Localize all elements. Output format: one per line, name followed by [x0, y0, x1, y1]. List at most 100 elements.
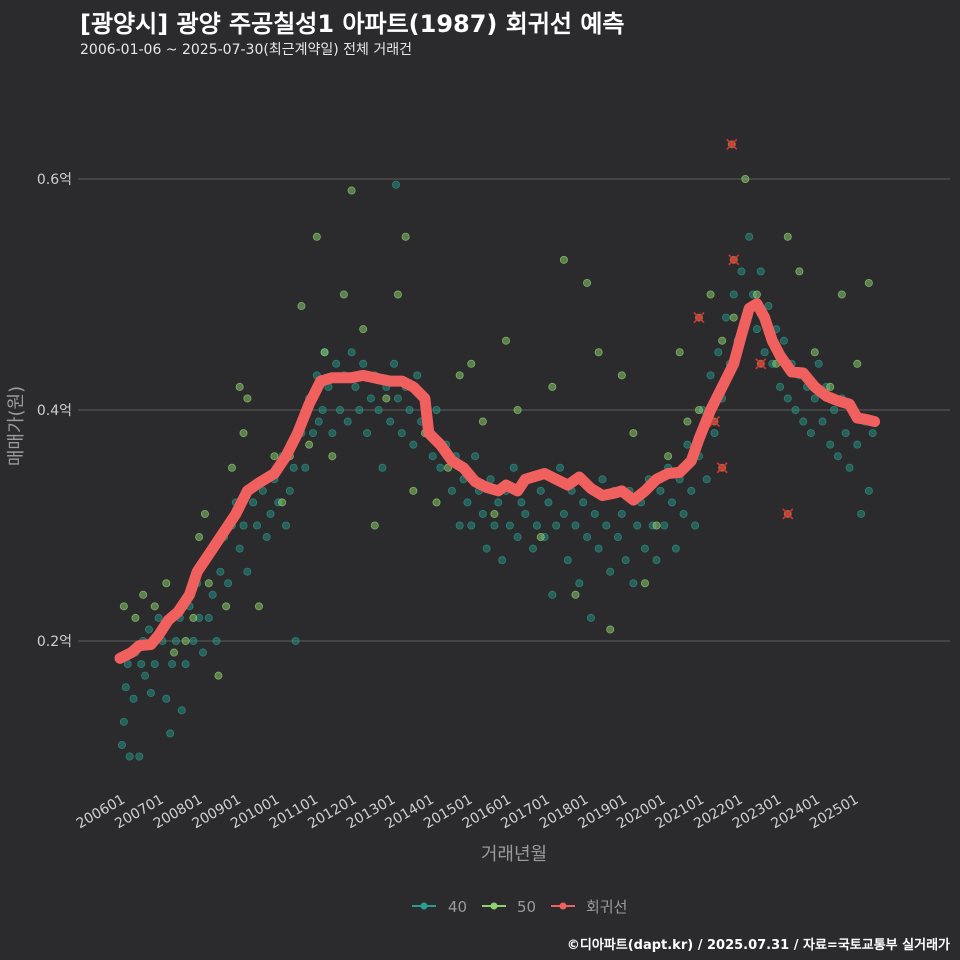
point-40 — [366, 394, 375, 403]
point-40 — [660, 521, 669, 530]
point-50 — [278, 498, 287, 507]
point-40 — [810, 394, 819, 403]
source-footer: ©디아파트(dapt.kr) / 2025.07.31 / 자료=국토교통부 실… — [566, 938, 950, 953]
point-40 — [121, 683, 130, 692]
point-40 — [764, 302, 773, 311]
point-40 — [253, 521, 262, 530]
point-40 — [714, 348, 723, 357]
point-40 — [393, 394, 402, 403]
point-40 — [285, 486, 294, 495]
point-50 — [162, 579, 171, 588]
point-50 — [235, 382, 244, 391]
point-40 — [436, 463, 445, 472]
point-40 — [235, 544, 244, 553]
point-40 — [868, 429, 877, 438]
point-40 — [262, 533, 271, 542]
point-40 — [328, 429, 337, 438]
point-40 — [166, 729, 175, 738]
legend-item-40: 40 — [412, 898, 467, 916]
point-50 — [536, 533, 545, 542]
point-40 — [146, 688, 155, 697]
point-50 — [741, 174, 750, 183]
point-40 — [216, 567, 225, 576]
point-50 — [181, 637, 190, 646]
point-50 — [270, 452, 279, 461]
point-40 — [198, 648, 207, 657]
legend: 40 50 회귀선 — [412, 898, 627, 916]
point-40 — [212, 637, 221, 646]
x-axis-title: 거래년월 — [481, 844, 547, 865]
point-40 — [117, 740, 126, 749]
point-50 — [675, 348, 684, 357]
point-50 — [393, 290, 402, 299]
outlier-marker — [716, 462, 728, 474]
point-40 — [154, 613, 163, 622]
point-50 — [455, 371, 464, 380]
point-40 — [745, 232, 754, 241]
point-50 — [347, 186, 356, 195]
point-40 — [391, 180, 400, 189]
point-40 — [830, 405, 839, 414]
point-40 — [729, 290, 738, 299]
point-40 — [239, 521, 248, 530]
point-40 — [818, 417, 827, 426]
point-40 — [249, 498, 258, 507]
point-40 — [343, 417, 352, 426]
point-40 — [478, 509, 487, 518]
point-40 — [355, 405, 364, 414]
point-50 — [729, 313, 738, 322]
point-40 — [498, 556, 507, 565]
point-40 — [586, 613, 595, 622]
point-40 — [314, 417, 323, 426]
point-40 — [413, 371, 422, 380]
point-40 — [281, 521, 290, 530]
point-40 — [351, 382, 360, 391]
point-50 — [359, 325, 368, 334]
outlier-marker — [782, 508, 794, 520]
point-40 — [137, 660, 146, 669]
point-50 — [297, 302, 306, 311]
point-40 — [490, 521, 499, 530]
point-40 — [390, 359, 399, 368]
point-40 — [667, 498, 676, 507]
point-40 — [428, 452, 437, 461]
point-40 — [779, 336, 788, 345]
point-40 — [505, 521, 514, 530]
point-40 — [397, 429, 406, 438]
point-50 — [559, 255, 568, 264]
point-50 — [718, 336, 727, 345]
point-50 — [837, 290, 846, 299]
point-40 — [521, 509, 530, 518]
point-40 — [243, 567, 252, 576]
regression-line-path — [114, 298, 881, 664]
point-40 — [791, 405, 800, 414]
point-40 — [826, 440, 835, 449]
point-40 — [409, 440, 418, 449]
point-50 — [119, 602, 128, 611]
point-50 — [312, 232, 321, 241]
point-40 — [799, 417, 808, 426]
outlier-markers — [693, 138, 794, 520]
point-40 — [633, 521, 642, 530]
point-50 — [382, 394, 391, 403]
point-40 — [336, 405, 345, 414]
point-40 — [571, 521, 580, 530]
point-50 — [195, 533, 204, 542]
point-40 — [208, 590, 217, 599]
point-40 — [532, 521, 541, 530]
point-40 — [598, 475, 607, 484]
point-50 — [752, 290, 761, 299]
point-40 — [656, 486, 665, 495]
point-40 — [529, 544, 538, 553]
point-50 — [214, 671, 223, 680]
point-50 — [432, 498, 441, 507]
point-50 — [150, 602, 159, 611]
point-40 — [706, 371, 715, 380]
outlier-marker — [728, 254, 740, 266]
point-40 — [806, 429, 815, 438]
point-40 — [135, 752, 144, 761]
point-50 — [305, 440, 314, 449]
point-50 — [227, 463, 236, 472]
point-40 — [864, 486, 873, 495]
